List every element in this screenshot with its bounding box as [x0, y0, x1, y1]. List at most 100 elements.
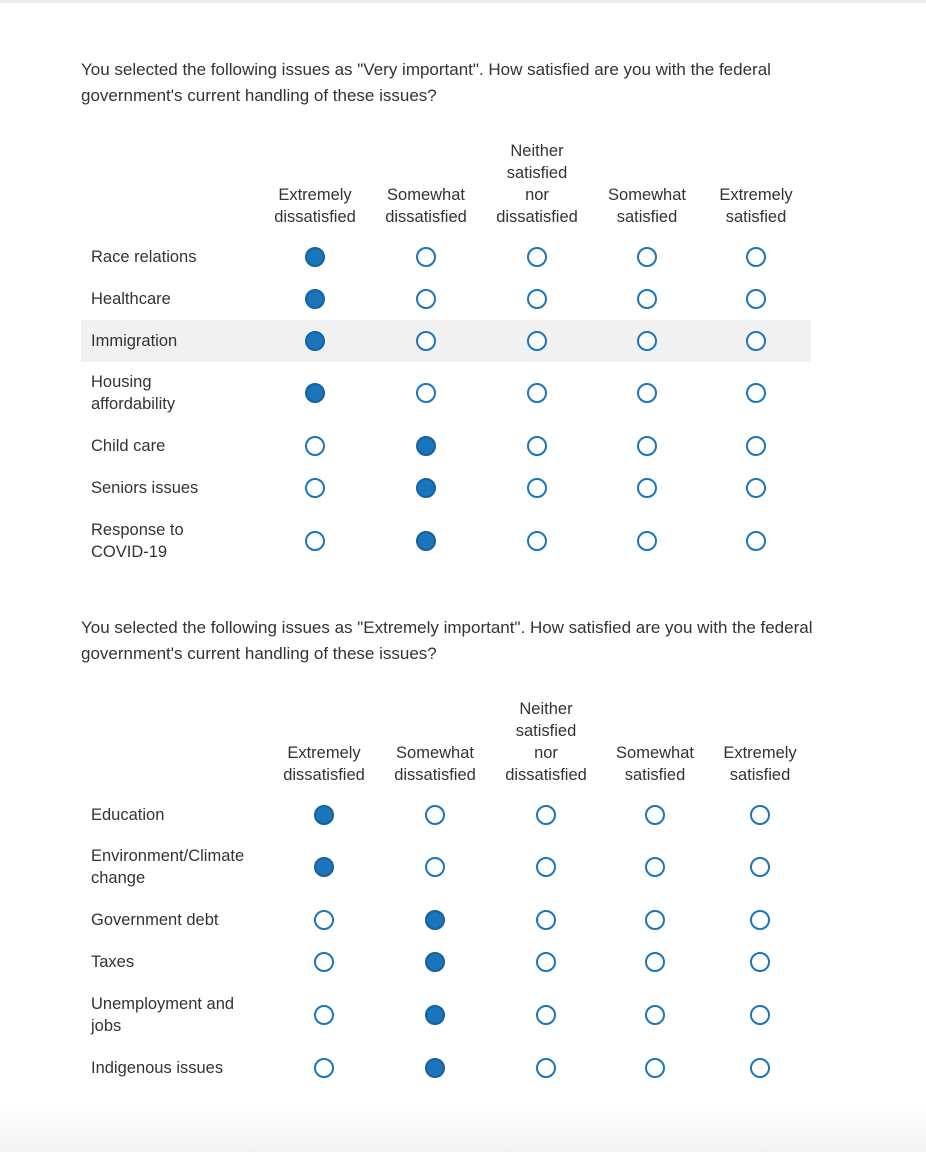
row-label-line: Race relations: [91, 248, 197, 266]
radio-button-selected[interactable]: [314, 805, 334, 825]
radio-button[interactable]: [746, 289, 766, 309]
column-header-line: Neither: [510, 142, 564, 160]
column-header: Somewhat dissatisfied: [371, 184, 481, 228]
radio-button[interactable]: [314, 952, 334, 972]
radio-button[interactable]: [416, 331, 436, 351]
row-label-line: Environment/Climate: [91, 847, 245, 865]
radio-button[interactable]: [645, 952, 665, 972]
column-header-line: dissatisfied: [274, 208, 356, 226]
radio-button[interactable]: [746, 331, 766, 351]
radio-button[interactable]: [746, 383, 766, 403]
row-label: Indigenous issues: [91, 1057, 271, 1079]
row-label-line: Seniors issues: [91, 479, 199, 497]
radio-button[interactable]: [305, 478, 325, 498]
row-label: Response to COVID-19: [91, 519, 271, 563]
radio-button[interactable]: [536, 910, 556, 930]
column-header-line: Somewhat: [608, 186, 686, 204]
radio-button[interactable]: [536, 1058, 556, 1078]
radio-button[interactable]: [305, 436, 325, 456]
row-label: Race relations: [91, 246, 271, 268]
matrix-row: Response to COVID-19: [81, 509, 811, 573]
column-header: Somewhat dissatisfied: [380, 742, 490, 786]
radio-button[interactable]: [750, 1058, 770, 1078]
row-label: Taxes: [91, 951, 271, 973]
radio-button[interactable]: [750, 805, 770, 825]
radio-button-selected[interactable]: [425, 952, 445, 972]
column-header: Extremely satisfied: [701, 184, 811, 228]
radio-button[interactable]: [645, 1058, 665, 1078]
column-header-line: satisfied: [515, 722, 577, 740]
column-header-line: Somewhat: [387, 186, 465, 204]
radio-button[interactable]: [645, 805, 665, 825]
radio-button[interactable]: [314, 1005, 334, 1025]
radio-button[interactable]: [746, 247, 766, 267]
radio-button[interactable]: [305, 531, 325, 551]
radio-button[interactable]: [536, 952, 556, 972]
row-label-line: change: [91, 869, 146, 887]
radio-button-selected[interactable]: [305, 289, 325, 309]
column-header-line: Extremely: [723, 744, 797, 762]
column-header-line: nor: [525, 186, 549, 204]
matrix-row: Unemployment and jobs: [81, 983, 811, 1047]
radio-button[interactable]: [637, 383, 657, 403]
radio-button[interactable]: [314, 1058, 334, 1078]
radio-button[interactable]: [746, 478, 766, 498]
column-header: Extremely satisfied: [705, 742, 815, 786]
row-label-line: Taxes: [91, 953, 135, 971]
radio-button[interactable]: [637, 331, 657, 351]
radio-button[interactable]: [746, 436, 766, 456]
row-label: Immigration: [91, 330, 271, 352]
row-label-line: Indigenous issues: [91, 1059, 224, 1077]
radio-button[interactable]: [637, 478, 657, 498]
matrix-row: Taxes: [81, 941, 811, 983]
radio-button[interactable]: [536, 857, 556, 877]
radio-button[interactable]: [527, 478, 547, 498]
radio-button[interactable]: [750, 1005, 770, 1025]
matrix-row: Housing affordability: [81, 362, 811, 424]
radio-button[interactable]: [416, 247, 436, 267]
radio-button-selected[interactable]: [416, 436, 436, 456]
radio-button[interactable]: [637, 289, 657, 309]
radio-button[interactable]: [527, 531, 547, 551]
row-label-line: affordability: [91, 395, 176, 413]
radio-button[interactable]: [750, 910, 770, 930]
radio-button[interactable]: [527, 247, 547, 267]
radio-button-selected[interactable]: [425, 1005, 445, 1025]
radio-button[interactable]: [527, 331, 547, 351]
radio-button-selected[interactable]: [305, 383, 325, 403]
row-label-line: Government debt: [91, 911, 219, 929]
radio-button[interactable]: [425, 805, 445, 825]
radio-button-selected[interactable]: [416, 531, 436, 551]
radio-button[interactable]: [527, 289, 547, 309]
radio-button-selected[interactable]: [416, 478, 436, 498]
column-header-line: Extremely: [287, 744, 361, 762]
row-label-line: Response to: [91, 521, 184, 539]
matrix-row: Seniors issues: [81, 467, 811, 509]
radio-button[interactable]: [750, 952, 770, 972]
radio-button[interactable]: [637, 247, 657, 267]
radio-button[interactable]: [416, 383, 436, 403]
radio-button-selected[interactable]: [425, 910, 445, 930]
radio-button[interactable]: [750, 857, 770, 877]
row-label: Education: [91, 804, 271, 826]
radio-button-selected[interactable]: [425, 1058, 445, 1078]
radio-button[interactable]: [536, 1005, 556, 1025]
question-text: You selected the following issues as "Ve…: [81, 60, 771, 105]
row-label-line: Healthcare: [91, 290, 171, 308]
radio-button[interactable]: [425, 857, 445, 877]
radio-button[interactable]: [527, 383, 547, 403]
radio-button[interactable]: [637, 531, 657, 551]
radio-button[interactable]: [536, 805, 556, 825]
radio-button[interactable]: [314, 910, 334, 930]
radio-button[interactable]: [645, 857, 665, 877]
radio-button-selected[interactable]: [305, 331, 325, 351]
radio-button[interactable]: [416, 289, 436, 309]
radio-button[interactable]: [645, 1005, 665, 1025]
radio-button[interactable]: [746, 531, 766, 551]
radio-button-selected[interactable]: [314, 857, 334, 877]
radio-button[interactable]: [645, 910, 665, 930]
radio-button[interactable]: [527, 436, 547, 456]
radio-button-selected[interactable]: [305, 247, 325, 267]
column-header: Somewhat satisfied: [600, 742, 710, 786]
radio-button[interactable]: [637, 436, 657, 456]
